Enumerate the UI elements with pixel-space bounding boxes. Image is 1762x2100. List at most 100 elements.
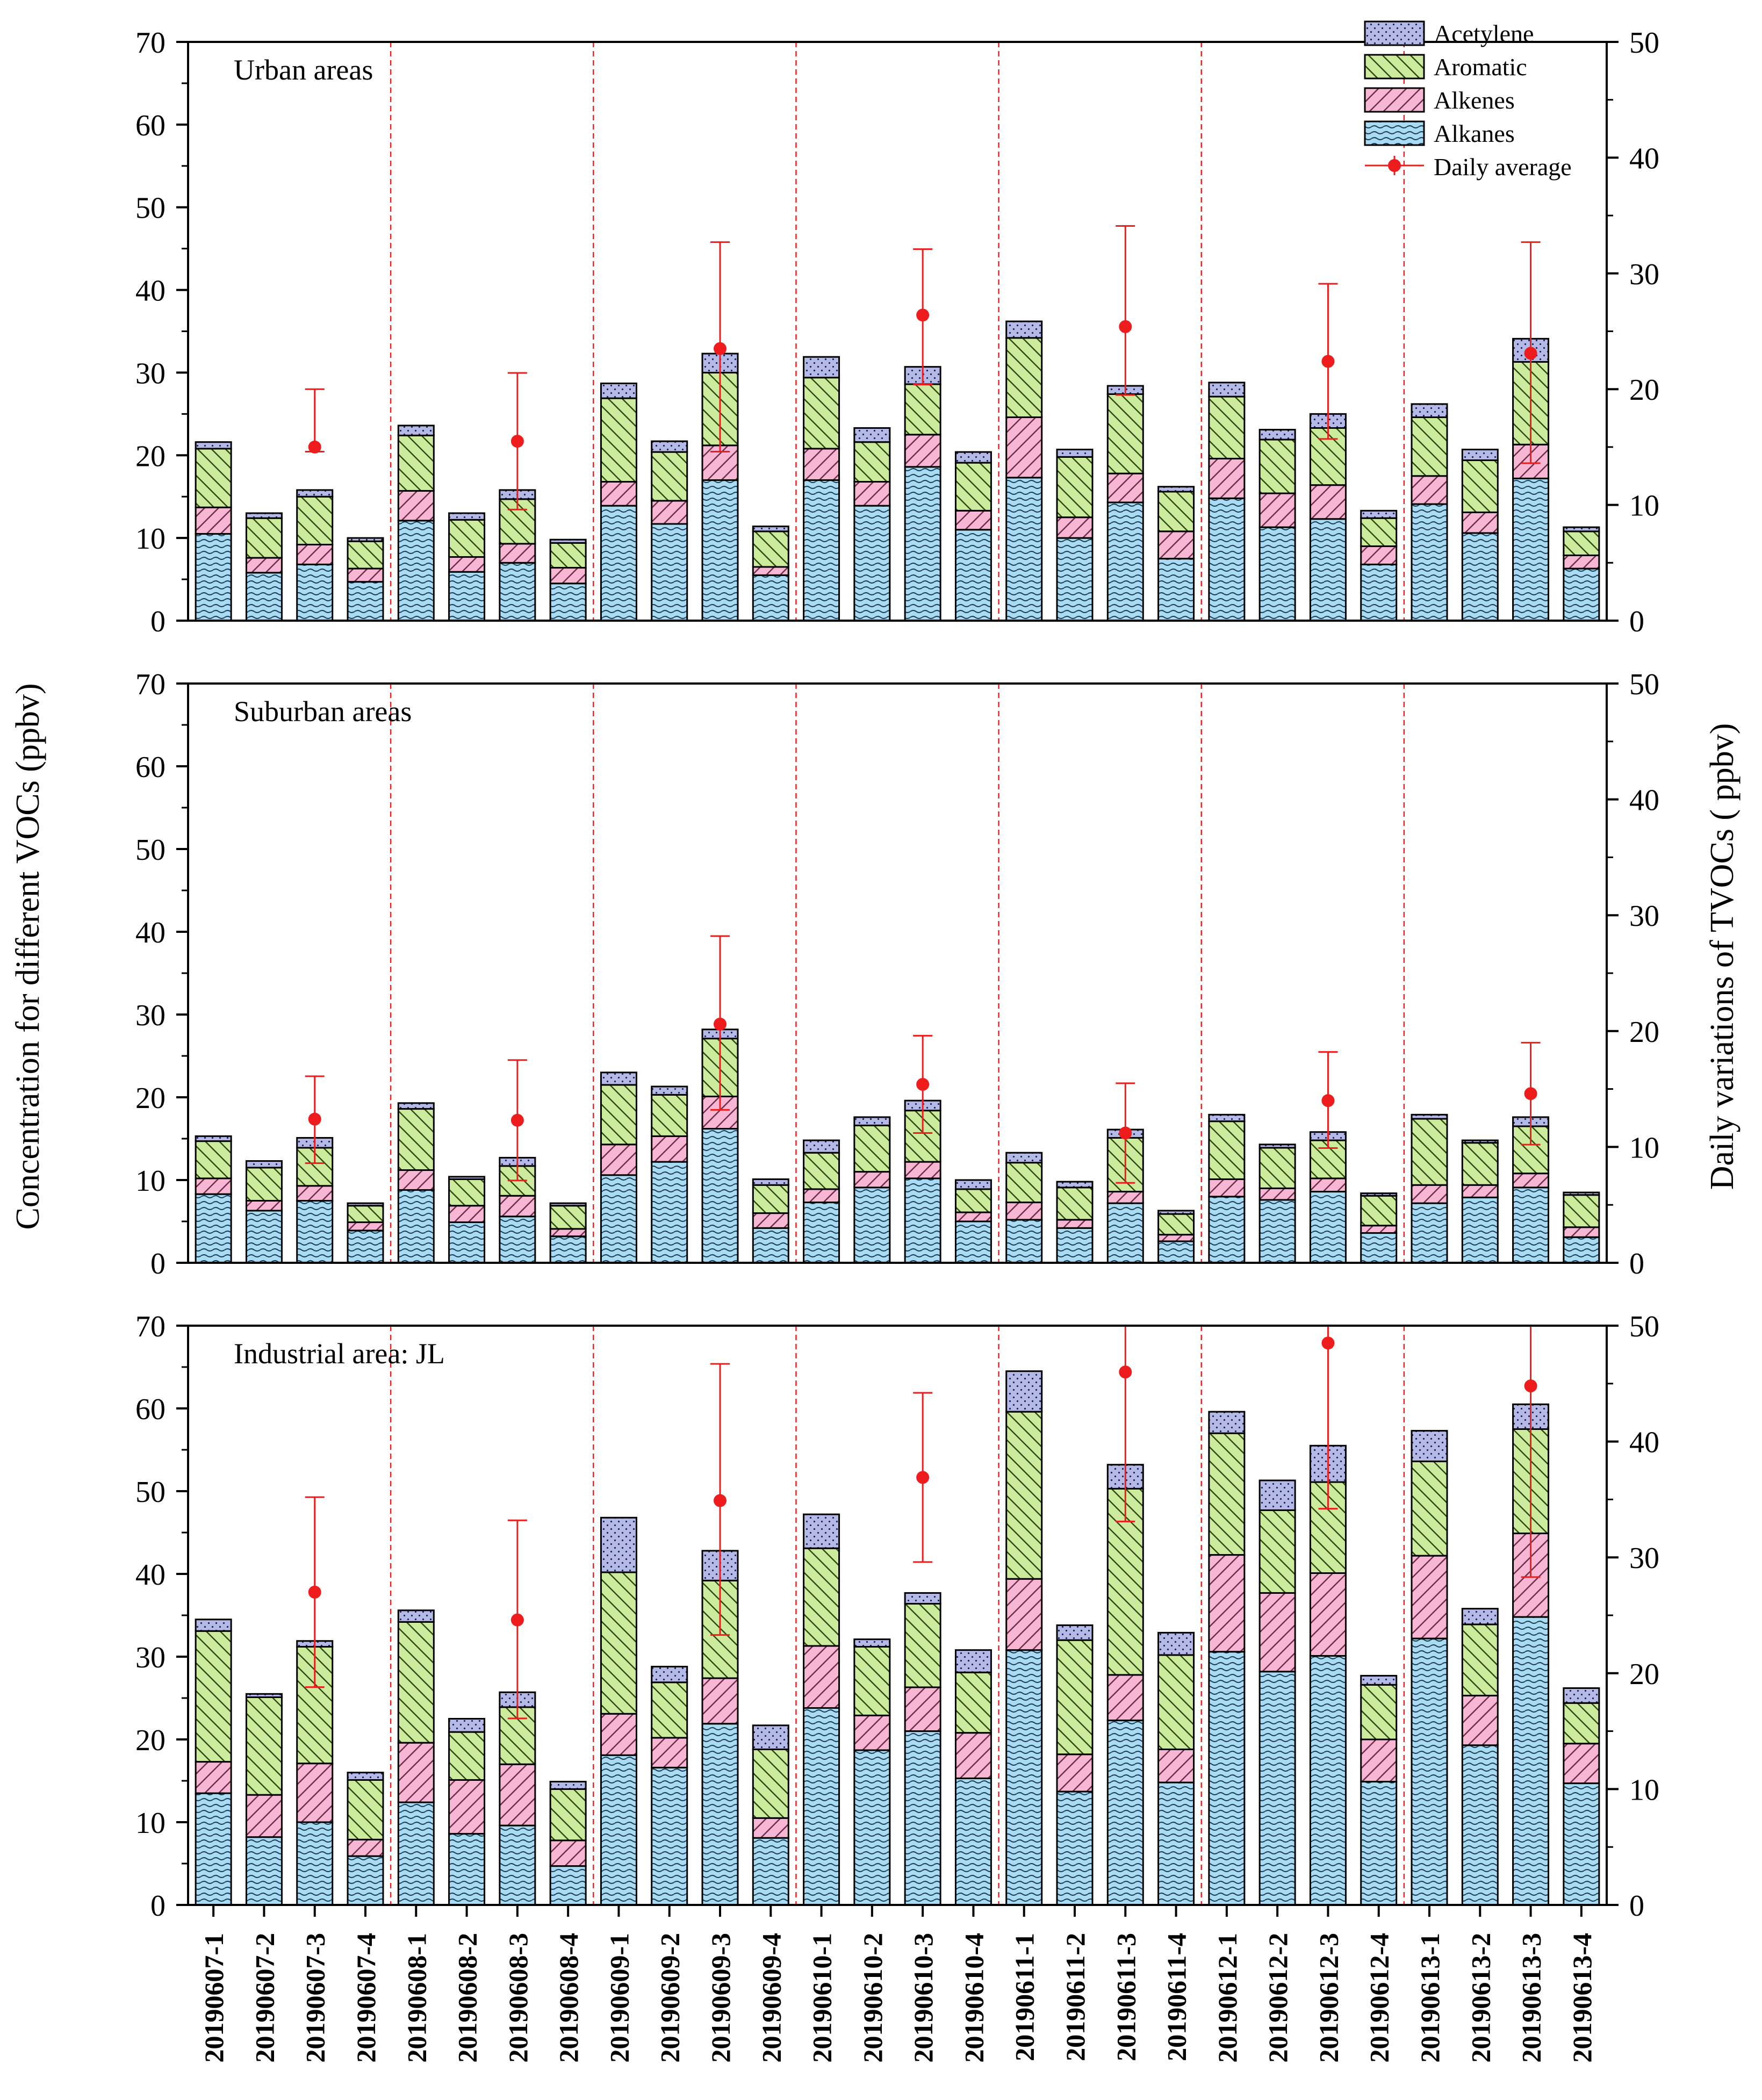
bar-acetylene xyxy=(803,1139,840,1154)
bar-acetylene xyxy=(853,427,891,443)
bar-alkanes xyxy=(1411,1202,1448,1264)
x-tick-label: 20190609-1 xyxy=(604,1933,634,2063)
bar-alkanes xyxy=(549,1865,587,1906)
bar-alkanes xyxy=(904,1177,941,1264)
bar-alkenes xyxy=(1157,1234,1195,1242)
right-tick-label: 50 xyxy=(1629,668,1659,701)
x-tick-label: 20190613-4 xyxy=(1567,1933,1597,2063)
bar-alkenes xyxy=(752,1212,789,1229)
bar-acetylene xyxy=(954,1179,992,1190)
x-tick-label: 20190613-1 xyxy=(1415,1933,1445,2063)
bar-alkenes xyxy=(347,567,384,583)
bar-alkenes xyxy=(954,1211,992,1222)
bar-aromatic xyxy=(347,1779,384,1840)
bar-acetylene xyxy=(1258,1479,1296,1511)
bar-alkenes xyxy=(245,1794,283,1838)
bar-aromatic xyxy=(1208,395,1246,459)
bar-alkenes xyxy=(1258,492,1296,528)
bar-alkanes xyxy=(1309,1191,1347,1264)
x-tick-label: 20190610-2 xyxy=(858,1933,888,2063)
bar-alkenes xyxy=(1360,1225,1398,1234)
bar-alkanes xyxy=(1056,537,1094,622)
bar-alkanes xyxy=(347,1229,384,1264)
right-tick-label: 40 xyxy=(1629,1426,1659,1459)
bar-alkanes xyxy=(397,1189,435,1264)
x-tick-label: 20190613-2 xyxy=(1465,1933,1495,2063)
bar-acetylene xyxy=(1360,509,1398,519)
right-tick-label: 20 xyxy=(1629,373,1659,407)
bar-aromatic xyxy=(1360,1684,1398,1741)
bar-aromatic xyxy=(397,1621,435,1744)
bar-alkanes xyxy=(397,520,435,622)
x-tick-label: 20190612-3 xyxy=(1313,1933,1343,2063)
legend-label-acetylene: Acetylene xyxy=(1434,20,1534,47)
bar-alkanes xyxy=(701,479,739,622)
bar-acetylene xyxy=(1411,403,1448,419)
bar-acetylene xyxy=(1258,429,1296,441)
bar-alkenes xyxy=(1461,1694,1499,1746)
legend-swatch-acetylene xyxy=(1364,20,1425,46)
bar-aromatic xyxy=(954,462,992,512)
bar-aromatic xyxy=(1411,1461,1448,1557)
left-y-axis-label: Concentration for different VOCs (ppbv) xyxy=(10,683,46,1229)
bar-alkanes xyxy=(600,505,637,622)
daily-average-point xyxy=(1524,1379,1537,1393)
bar-aromatic xyxy=(1563,1702,1600,1745)
bar-acetylene xyxy=(1056,449,1094,458)
daily-average-point xyxy=(1524,347,1537,360)
bar-alkenes xyxy=(803,448,840,481)
bar-alkanes xyxy=(1005,1649,1043,1906)
left-tick-label: 0 xyxy=(150,605,166,638)
left-tick-label: 20 xyxy=(135,1082,166,1115)
bar-alkenes xyxy=(1208,1554,1246,1653)
daily-average-point xyxy=(510,435,524,448)
bar-alkanes xyxy=(1461,1744,1499,1906)
right-tick-label: 30 xyxy=(1629,900,1659,933)
x-axis: 20190607-1 20190607-2 20190607-3 20190607-4… xyxy=(199,1905,1597,2063)
left-tick-label: 40 xyxy=(135,275,166,308)
right-tick-label: 40 xyxy=(1629,784,1659,817)
bar-alkenes xyxy=(1005,1202,1043,1221)
bar-alkanes xyxy=(195,1792,232,1906)
right-tick-label: 40 xyxy=(1629,142,1659,175)
bar-aromatic xyxy=(245,517,283,559)
bar-acetylene xyxy=(448,1176,486,1180)
bar-alkanes xyxy=(245,1836,283,1906)
bar-acetylene xyxy=(1208,382,1246,398)
bar-alkenes xyxy=(600,1144,637,1176)
bar-aromatic xyxy=(448,519,486,558)
bar-acetylene xyxy=(651,440,688,453)
x-tick-label: 20190613-3 xyxy=(1516,1933,1547,2063)
left-tick-label: 70 xyxy=(135,26,166,60)
bar-alkanes xyxy=(651,1161,688,1264)
bar-aromatic xyxy=(1005,337,1043,419)
bar-alkenes xyxy=(1563,1743,1600,1785)
bar-alkenes xyxy=(499,543,536,564)
bar-aromatic xyxy=(397,434,435,492)
bar-alkenes xyxy=(1411,1555,1448,1639)
bar-alkenes xyxy=(1563,554,1600,570)
bar-alkenes xyxy=(1106,472,1144,504)
bar-alkanes xyxy=(448,571,486,622)
bar-alkanes xyxy=(1056,1227,1094,1264)
left-tick-label: 50 xyxy=(135,833,166,867)
x-tick-label: 20190611-1 xyxy=(1010,1933,1040,2061)
bar-acetylene xyxy=(195,441,232,450)
bar-aromatic xyxy=(651,451,688,502)
legend-daily-marker xyxy=(1388,159,1401,172)
bar-alkanes xyxy=(499,562,536,622)
bar-aromatic xyxy=(904,1602,941,1688)
bar-acetylene xyxy=(853,1116,891,1126)
bar-acetylene xyxy=(245,512,283,519)
bar-acetylene xyxy=(195,1135,232,1142)
bar-alkenes xyxy=(1208,457,1246,499)
bar-alkenes xyxy=(448,1779,486,1835)
bar-alkenes xyxy=(954,509,992,531)
bar-alkenes xyxy=(347,1838,384,1857)
bar-acetylene xyxy=(1208,1411,1246,1434)
bar-alkenes xyxy=(1106,1191,1144,1204)
bar-alkanes xyxy=(296,1821,334,1906)
bar-alkenes xyxy=(752,1817,789,1839)
x-tick-label: 20190607-1 xyxy=(199,1933,229,2063)
left-tick-label: 20 xyxy=(135,1724,166,1757)
